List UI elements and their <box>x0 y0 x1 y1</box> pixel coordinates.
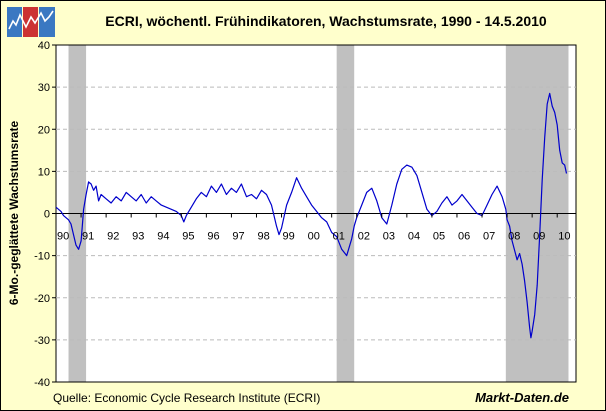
x-tick-label: 94 <box>157 231 169 243</box>
x-tick-label: 02 <box>358 231 370 243</box>
x-tick-label: 09 <box>533 231 545 243</box>
y-tick-label: 40 <box>38 40 50 52</box>
y-tick-label: 10 <box>38 166 50 178</box>
x-tick-label: 96 <box>207 231 219 243</box>
y-tick-label: -40 <box>34 377 50 389</box>
x-tick-label: 93 <box>132 231 144 243</box>
x-tick-label: 00 <box>308 231 320 243</box>
x-tick-label: 10 <box>558 231 570 243</box>
site-brand: Markt-Daten.de <box>475 390 569 405</box>
x-tick-label: 95 <box>182 231 194 243</box>
chart-title: ECRI, wöchentl. Frühindikatoren, Wachstu… <box>105 13 547 29</box>
series-lines <box>55 92 568 339</box>
x-tick-label: 92 <box>107 231 119 243</box>
y-tick-label: -20 <box>34 293 50 305</box>
y-tick-label: -10 <box>34 251 50 263</box>
x-tick-label: 03 <box>383 231 395 243</box>
gridlines <box>56 86 576 341</box>
y-tick-label: 20 <box>38 124 50 136</box>
x-tick-label: 08 <box>508 231 520 243</box>
y-tick-label: -30 <box>34 335 50 347</box>
x-tick-label: 05 <box>433 231 445 243</box>
y-axis-ticks: -40 -30 -20 -10 0 10 20 30 40 <box>34 40 56 389</box>
x-tick-label: 97 <box>232 231 244 243</box>
y-tick-label: 0 <box>44 209 50 221</box>
x-tick-label: 04 <box>408 231 420 243</box>
x-tick-label: 06 <box>458 231 470 243</box>
series-line-0 <box>55 92 568 339</box>
x-tick-label: 99 <box>283 231 295 243</box>
x-tick-label: 07 <box>483 231 495 243</box>
source-note: Quelle: Economic Cycle Research Institut… <box>53 391 321 405</box>
y-tick-label: 30 <box>38 82 50 94</box>
x-tick-label: 98 <box>257 231 269 243</box>
x-axis-ticks: 90 91 92 93 94 95 96 97 98 99 00 01 02 03 04 05 06 07 08 09… <box>55 213 570 243</box>
x-tick-label: 90 <box>57 231 69 243</box>
x-tick-label: 01 <box>333 231 345 243</box>
x-tick-label: 91 <box>82 231 94 243</box>
chart-logo-icon <box>7 7 55 37</box>
y-axis-label: 6-Mo.-geglättete Wachstumsrate <box>7 121 21 306</box>
